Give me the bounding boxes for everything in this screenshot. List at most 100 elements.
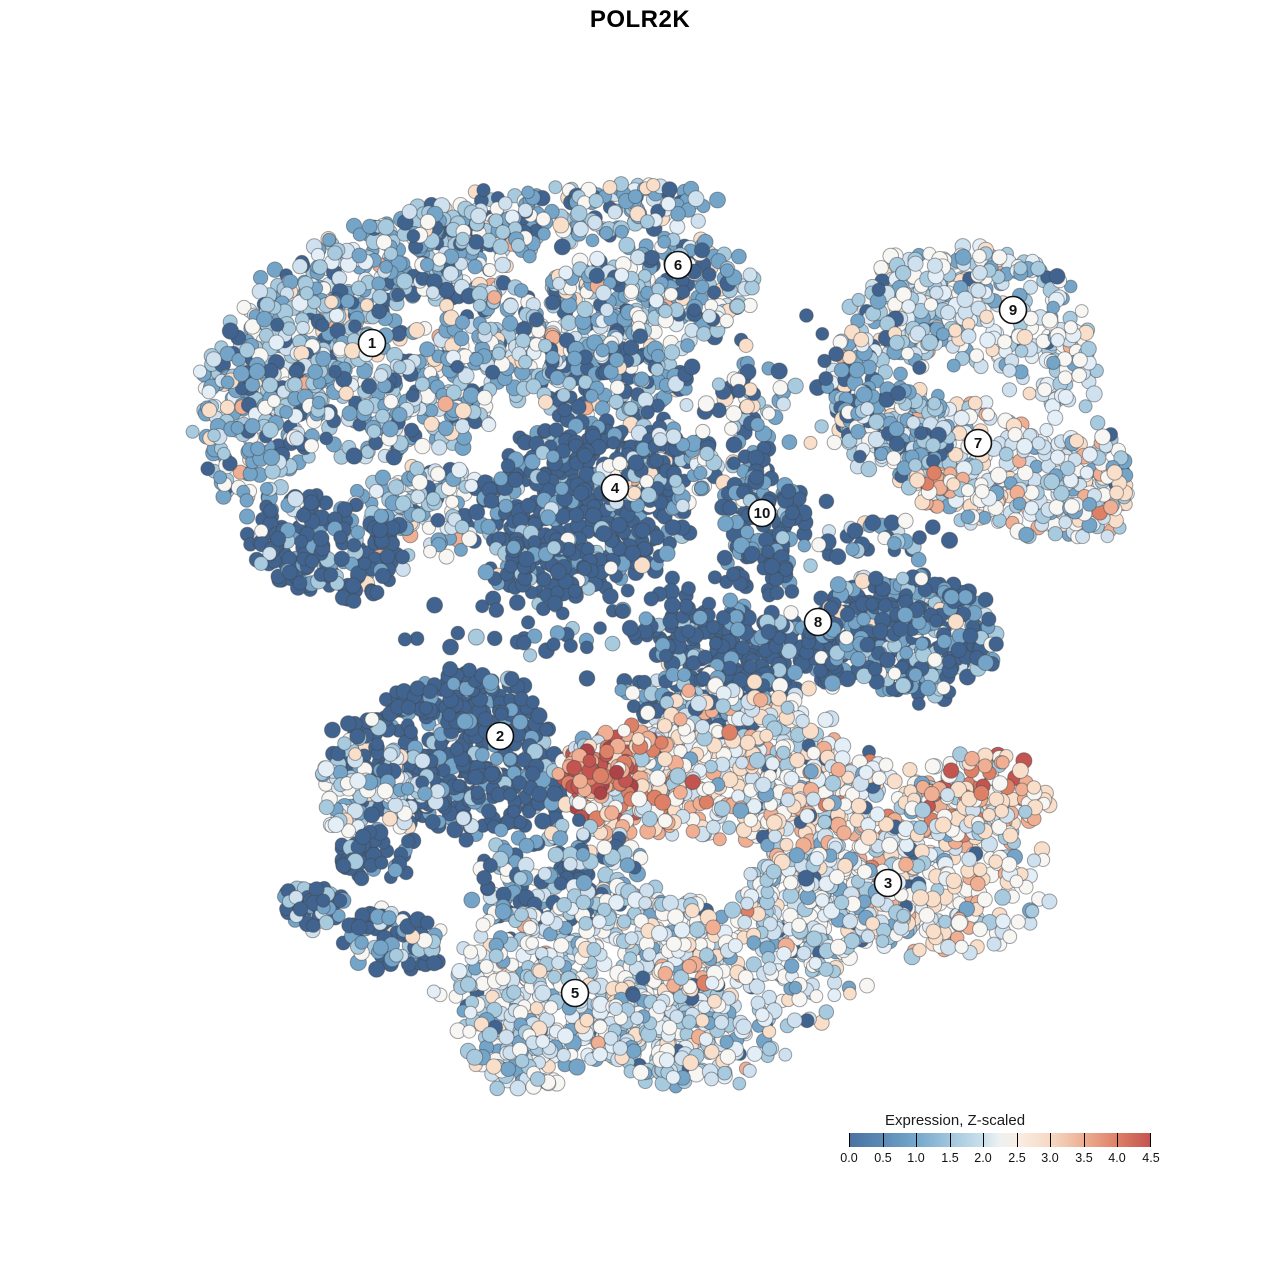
cell-dot bbox=[640, 214, 655, 230]
cell-dot bbox=[775, 530, 790, 546]
cell-dot bbox=[531, 785, 548, 803]
cell-dot bbox=[627, 485, 642, 501]
cell-dot bbox=[236, 299, 252, 315]
cell-dot bbox=[239, 342, 256, 359]
cell-dot bbox=[954, 248, 972, 266]
cell-dot bbox=[201, 402, 218, 419]
cell-dot bbox=[576, 300, 594, 318]
cell-dot bbox=[1043, 473, 1061, 491]
cell-dot bbox=[936, 327, 950, 342]
cell-dot bbox=[595, 525, 613, 543]
cell-dot bbox=[579, 640, 594, 655]
cell-dot bbox=[709, 191, 726, 209]
cell-dot bbox=[683, 358, 701, 376]
cell-dot bbox=[548, 422, 564, 438]
cell-dot bbox=[681, 581, 696, 596]
cell-dot bbox=[403, 724, 419, 739]
cell-dot bbox=[369, 584, 385, 601]
cell-dot bbox=[681, 624, 696, 639]
cell-dot bbox=[979, 309, 994, 324]
cell-dot bbox=[919, 679, 937, 697]
cell-dot bbox=[480, 518, 497, 535]
cell-dot bbox=[924, 519, 941, 536]
cell-dot bbox=[702, 267, 717, 282]
cell-dot bbox=[606, 436, 621, 450]
cell-dot bbox=[640, 486, 658, 504]
cell-dot bbox=[419, 257, 435, 273]
cell-dot bbox=[879, 651, 896, 669]
cell-dot bbox=[595, 284, 612, 302]
cell-dot bbox=[369, 483, 384, 499]
cell-dot bbox=[405, 388, 420, 403]
cell-dot bbox=[556, 388, 571, 403]
cell-dot bbox=[883, 514, 901, 532]
cell-dot bbox=[893, 366, 908, 382]
cell-dot bbox=[379, 548, 396, 565]
cell-dot bbox=[679, 398, 694, 412]
cell-dot bbox=[502, 752, 518, 767]
cell-dot bbox=[602, 588, 619, 605]
cell-dot bbox=[853, 331, 870, 348]
cell-dot bbox=[972, 265, 988, 281]
cell-dot bbox=[337, 736, 352, 751]
cell-dot bbox=[729, 298, 746, 315]
cell-dot bbox=[221, 322, 239, 340]
cell-dot bbox=[1106, 464, 1123, 481]
cell-dot bbox=[292, 258, 309, 275]
cell-dot bbox=[307, 364, 324, 380]
cell-dot bbox=[442, 265, 459, 282]
cell-dot bbox=[868, 413, 885, 430]
cell-dot bbox=[859, 636, 876, 653]
cell-dot bbox=[803, 435, 818, 450]
cell-dot bbox=[185, 424, 200, 439]
cell-dot bbox=[909, 472, 926, 489]
cell-dot bbox=[694, 481, 709, 496]
cell-dot bbox=[743, 659, 758, 674]
cell-dot bbox=[430, 466, 446, 482]
cell-dot bbox=[853, 449, 867, 464]
cell-dot bbox=[205, 351, 222, 368]
cell-dot bbox=[520, 497, 537, 514]
cell-dot bbox=[411, 474, 429, 491]
cell-dot bbox=[637, 391, 654, 409]
cell-dot bbox=[908, 458, 923, 473]
cell-dot bbox=[887, 666, 902, 681]
cell-dot bbox=[871, 282, 886, 297]
cell-dot bbox=[614, 224, 629, 239]
cell-dot bbox=[588, 267, 605, 284]
cell-dot bbox=[692, 609, 708, 626]
cell-dot bbox=[468, 351, 484, 367]
cell-dot bbox=[663, 596, 681, 614]
cell-dot bbox=[603, 560, 619, 576]
cell-dot bbox=[914, 426, 929, 441]
cell-dot bbox=[887, 536, 902, 551]
cell-dot bbox=[361, 218, 378, 235]
cell-dot bbox=[570, 399, 587, 415]
cell-dot bbox=[724, 421, 739, 436]
cell-dot bbox=[377, 218, 395, 236]
cell-dot bbox=[888, 334, 905, 351]
cell-dot bbox=[997, 334, 1013, 350]
cell-dot bbox=[535, 211, 551, 227]
cell-dot bbox=[299, 286, 314, 301]
cell-dot bbox=[941, 654, 957, 669]
cell-dot bbox=[467, 769, 484, 786]
cell-dot bbox=[624, 545, 641, 562]
cell-dot bbox=[501, 315, 519, 332]
cell-dot bbox=[1016, 438, 1033, 455]
cell-dot bbox=[312, 259, 328, 275]
cell-dot bbox=[784, 505, 800, 521]
cell-dot bbox=[323, 567, 339, 583]
cell-dot bbox=[701, 308, 717, 324]
cell-dot bbox=[256, 310, 273, 328]
cell-dot bbox=[528, 311, 545, 328]
cell-dot bbox=[901, 299, 916, 314]
cell-dot bbox=[281, 564, 298, 581]
cell-dot bbox=[453, 330, 470, 347]
cell-dot bbox=[1100, 529, 1115, 544]
cell-dot bbox=[1058, 515, 1073, 530]
cell-dot bbox=[699, 445, 715, 462]
cell-dot bbox=[289, 430, 305, 447]
cell-dot bbox=[476, 389, 493, 406]
cell-dot bbox=[675, 498, 690, 513]
